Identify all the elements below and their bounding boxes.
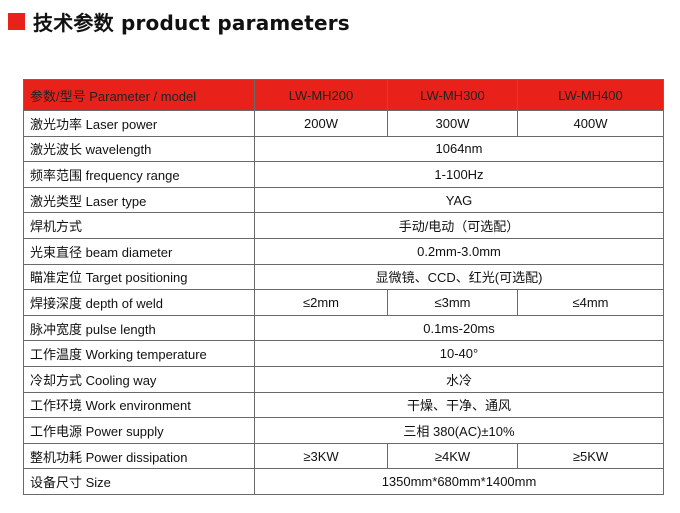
table-row: 工作温度 Working temperature 10-40° (23, 340, 664, 367)
table-row: 工作环境 Work environment 干燥、干净、通风 (23, 391, 664, 419)
row-value: 水冷 (254, 365, 664, 393)
row-label: 激光波长 wavelength (23, 135, 255, 163)
row-label: 整机功耗 Power dissipation (23, 442, 255, 470)
table-row: 工作电源 Power supply 三相 380(AC)±10% (23, 417, 664, 444)
row-value: ≥3KW (254, 442, 388, 470)
section-title: 技术参数 product parameters (33, 10, 350, 35)
row-value: 300W (387, 110, 518, 137)
table-row: 冷却方式 Cooling way 水冷 (23, 365, 664, 393)
row-label: 焊接深度 depth of weld (23, 289, 255, 316)
row-value: 显微镜、CCD、红光(可选配) (254, 263, 664, 291)
row-value: 1350mm*680mm*1400mm (254, 468, 664, 495)
row-value: 0.1ms-20ms (254, 314, 664, 342)
row-label: 设备尺寸 Size (23, 468, 255, 495)
table-row: 激光波长 wavelength 1064nm (23, 135, 664, 163)
row-value: 手动/电动（可选配） (254, 212, 664, 239)
row-label: 工作温度 Working temperature (23, 340, 255, 367)
table-row: 整机功耗 Power dissipation ≥3KW ≥4KW ≥5KW (23, 442, 664, 470)
row-label: 冷却方式 Cooling way (23, 365, 255, 393)
row-value: YAG (254, 186, 664, 214)
row-label: 频率范围 frequency range (23, 161, 255, 188)
row-value: 200W (254, 110, 388, 137)
row-label: 光束直径 beam diameter (23, 237, 255, 265)
row-label: 工作环境 Work environment (23, 391, 255, 419)
red-square-icon (8, 12, 25, 30)
model-header: LW-MH300 (387, 79, 518, 111)
row-value: ≤3mm (387, 289, 518, 316)
row-value: ≥5KW (517, 442, 664, 470)
row-value: 三相 380(AC)±10% (254, 417, 664, 444)
row-label: 脉冲宽度 pulse length (23, 314, 255, 342)
table-row: 焊接深度 depth of weld ≤2mm ≤3mm ≤4mm (23, 289, 664, 316)
row-label: 焊机方式 (23, 212, 255, 239)
table-row: 光束直径 beam diameter 0.2mm-3.0mm (23, 237, 664, 265)
row-value: 1064nm (254, 135, 664, 163)
model-header: LW-MH200 (254, 79, 388, 111)
table-row: 激光类型 Laser type YAG (23, 186, 664, 214)
row-value: 400W (517, 110, 664, 137)
header-label: 参数/型号 Parameter / model (23, 79, 255, 111)
row-label: 工作电源 Power supply (23, 417, 255, 444)
table-row: 脉冲宽度 pulse length 0.1ms-20ms (23, 314, 664, 342)
table-row: 焊机方式 手动/电动（可选配） (23, 212, 664, 239)
row-value: ≤4mm (517, 289, 664, 316)
table-row: 频率范围 frequency range 1-100Hz (23, 161, 664, 188)
table-row: 激光功率 Laser power 200W 300W 400W (23, 110, 664, 137)
parameters-table: 参数/型号 Parameter / model LW-MH200 LW-MH30… (23, 79, 664, 495)
row-value: 10-40° (254, 340, 664, 367)
row-label: 激光功率 Laser power (23, 110, 255, 137)
row-value: 0.2mm-3.0mm (254, 237, 664, 265)
model-header: LW-MH400 (517, 79, 664, 111)
table-row: 设备尺寸 Size 1350mm*680mm*1400mm (23, 468, 664, 495)
row-value: 1-100Hz (254, 161, 664, 188)
section-header: 技术参数 product parameters (8, 6, 350, 36)
row-label: 激光类型 Laser type (23, 186, 255, 214)
table-row: 瞄准定位 Target positioning 显微镜、CCD、红光(可选配) (23, 263, 664, 291)
row-label: 瞄准定位 Target positioning (23, 263, 255, 291)
row-value: 干燥、干净、通风 (254, 391, 664, 419)
row-value: ≤2mm (254, 289, 388, 316)
row-value: ≥4KW (387, 442, 518, 470)
table-header-row: 参数/型号 Parameter / model LW-MH200 LW-MH30… (23, 79, 664, 111)
